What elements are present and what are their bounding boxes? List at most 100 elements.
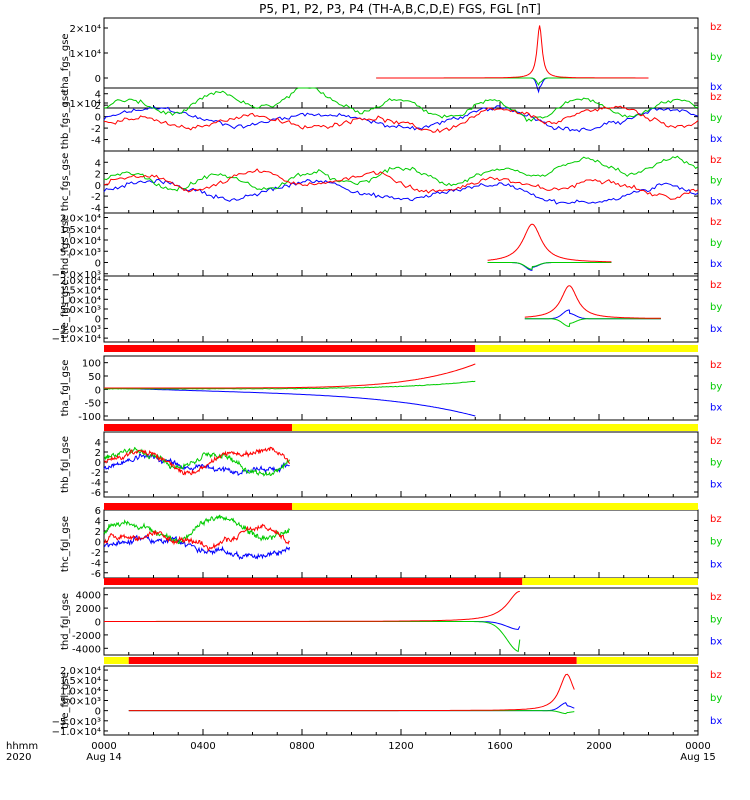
panel-ylabel: thd_fgl_gse [60,593,71,650]
legend-by: by [710,458,722,469]
y-tick-label: −5.0×10³ [52,270,101,281]
y-tick-label: −5.0×10³ [52,324,101,335]
panel-frame [103,212,699,277]
y-tick-label: -2 [91,468,101,479]
plot-title: P5, P1, P2, P3, P4 (TH-A,B,C,D,E) FGS, F… [259,2,541,16]
y-tick-label: 2 [95,448,101,459]
series-by-line [103,380,476,390]
legend-bz: bz [710,670,722,681]
mode-bar-segment-yellow [576,657,698,664]
legend-by: by [710,693,722,704]
series-bx-line [487,262,612,271]
panel-thb_fgl_gse: 420-2-4-6 thb_fgl_gse bz by bx [60,431,722,499]
panel-ylabel: tha_fgs_gse [60,33,71,92]
series-bx-line [376,77,649,94]
y-tick-label: 6 [95,506,101,517]
y-tick-label: 1.5×10⁴ [60,286,101,297]
y-tick-label: 2 [95,170,101,181]
panel-frame [103,87,699,152]
y-tick-label: -100 [78,412,101,423]
y-tick-label: 1.0×10⁴ [60,295,101,306]
y-tick-label: 4000 [76,591,101,602]
series-by-line [104,621,521,653]
panel-ylabel: thd_fgs_gse [60,215,71,274]
y-tick-label: -2 [91,192,101,203]
series-bx-line [104,387,476,417]
y-tick-label: -4 [91,558,101,569]
series-bz-line [103,523,290,552]
panel-ylabel: thb_fgl_gse [60,436,71,493]
legend-bx: bx [710,134,722,145]
series-by-line [524,318,661,328]
legend-bx: bx [710,324,722,335]
legend-bx: bx [710,82,722,93]
y-tick-label: 1.0×10⁴ [60,236,101,247]
panel-ylabel: thc_fgl_gse [60,516,71,572]
mode-bar-segment-yellow [104,657,129,664]
y-tick-label: 4 [95,516,101,527]
y-tick-label: −1×10⁴ [61,99,101,110]
y-tick-label: -2 [91,548,101,559]
legend-by: by [710,537,722,548]
y-tick-label: -6 [91,488,101,499]
series-bx-line [103,178,699,205]
panel-frame [103,509,699,579]
legend-bz: bz [710,280,722,291]
legend-bx: bx [710,403,722,414]
panel-the_fgs_gse: 2.0×10⁴1.5×10⁴1.0×10⁴5.0×10³0−5.0×10³−1.… [52,275,722,345]
mode-bar-5 [104,657,698,664]
mode-bar-segment-yellow [475,345,698,352]
legend-bx: bx [710,196,722,207]
y-tick-label: 1.0×10⁴ [60,686,101,697]
series-bx-line [104,621,521,631]
y-tick-label: 0 [95,618,101,629]
mode-bar-segment-red [104,424,293,431]
y-tick-label: 0 [95,385,101,396]
panel-the_fgl_gse: 2.0×10⁴1.5×10⁴1.0×10⁴5.0×10³0−5.0×10³−1.… [52,665,722,738]
mode-bar-segment-yellow [292,503,698,510]
legend-bz: bz [710,92,722,103]
y-tick-label: −1.0×10⁴ [52,334,101,345]
y-tick-label: 2.0×10⁴ [60,276,101,287]
panel-thc_fgs_gse: 420-2-4 thc_fgs_gse bz by bx [60,150,722,214]
y-tick-label: 2000 [76,604,101,615]
legend-bz: bz [710,514,722,525]
y-tick-label: 0 [95,537,101,548]
y-tick-label: 100 [82,359,101,370]
y-tick-label: -6 [91,569,101,580]
series-bz-line [103,105,699,134]
time-tick-label: 1200 [388,741,413,752]
y-tick-label: 2.0×10⁴ [60,214,101,225]
panel-frame [103,17,699,109]
y-tick-label: 0 [95,181,101,192]
panels: 2×10⁴1×10⁴0−1×10⁴tha_fgs_gsebzbybx420-2-… [52,17,722,738]
time-tick-label: 0800 [289,741,314,752]
date-end-label: Aug 15 [680,752,715,763]
legend-by: by [710,176,722,187]
time-tick-label: 0000 [685,741,710,752]
y-tick-label: -4 [91,478,101,489]
y-tick-label: 5.0×10³ [60,697,101,708]
legend-bx: bx [710,637,722,648]
mode-bar-segment-yellow [292,424,698,431]
legend-by: by [710,52,722,63]
mode-bar-2 [104,424,698,431]
y-tick-label: 0 [95,458,101,469]
series-by-line [103,446,291,477]
series-bz-line [104,590,520,622]
y-tick-label: 1.5×10⁴ [60,225,101,236]
y-tick-label: -4 [91,136,101,147]
panel-frame [103,665,699,736]
series-bz-line [103,168,699,200]
panel-ylabel: the_fgs_gse [60,279,71,338]
mode-bar-segment-yellow [522,578,698,585]
legend-by: by [710,238,722,249]
date-start-label: Aug 14 [86,752,121,763]
legend-bz: bz [710,360,722,371]
y-tick-label: -4 [91,203,101,214]
series-bz-line [104,363,476,389]
